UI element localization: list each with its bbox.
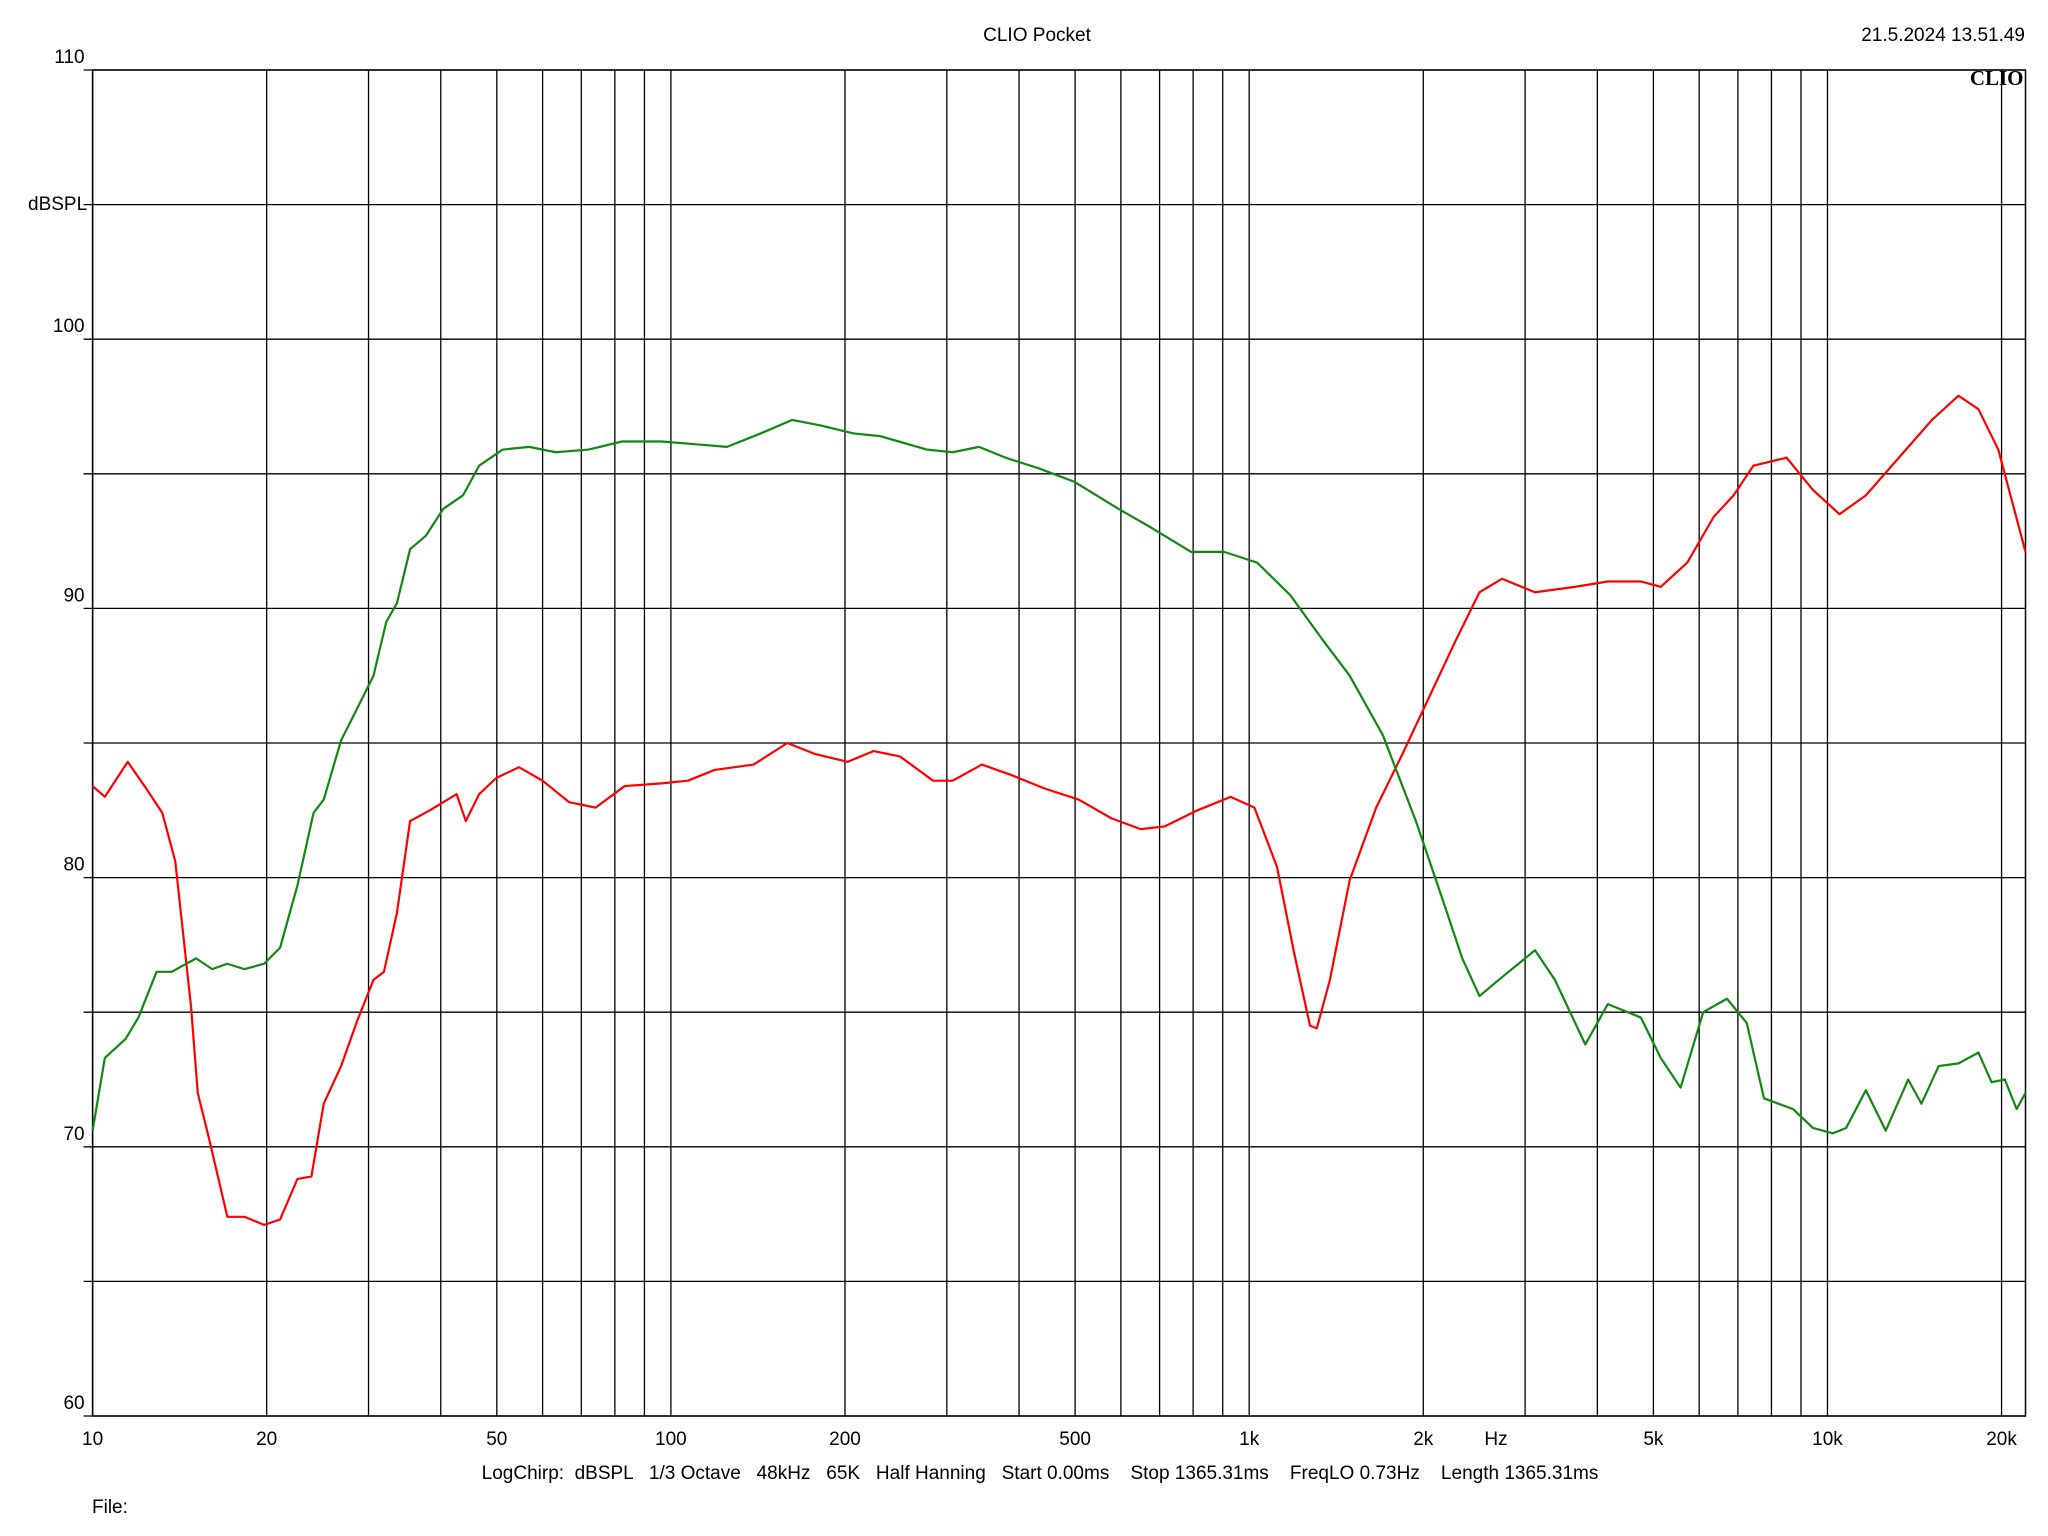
x-tick-label: 20 (256, 1429, 277, 1450)
y-tick-label: 60 (63, 1393, 84, 1414)
x-tick-label: 100 (655, 1429, 687, 1450)
x-tick-label: 500 (1059, 1429, 1091, 1450)
y-tick-label: 90 (63, 585, 84, 606)
chart-title: CLIO Pocket (983, 25, 1091, 46)
x-unit-label: Hz (1484, 1429, 1507, 1450)
series-line (91, 394, 2027, 1226)
x-tick-label: 1k (1239, 1429, 1260, 1450)
y-tick-label: 80 (63, 855, 84, 876)
plot-frame (91, 69, 2027, 1417)
y-tick-label: 110 (54, 47, 84, 68)
y-tick-label: 70 (63, 1124, 84, 1145)
x-tick-label: 200 (829, 1429, 861, 1450)
file-label: File: (92, 1497, 128, 1518)
y-tick-label: 100 (53, 316, 85, 337)
logo: CLIO (1970, 66, 2024, 90)
x-tick-label: 10k (1812, 1429, 1843, 1450)
x-tick-label: 2k (1413, 1429, 1434, 1450)
timestamp: 21.5.2024 13.51.49 (1861, 25, 2025, 46)
y-axis-label: dBSPL (28, 194, 87, 215)
x-tick-label: 20k (1986, 1429, 2017, 1450)
x-tick-label: 10 (82, 1429, 103, 1450)
settings-text: LogChirp: dBSPL 1/3 Octave 48kHz 65K Hal… (482, 1463, 1599, 1484)
x-tick-label: 5k (1643, 1429, 1664, 1450)
x-tick-label: 50 (486, 1429, 507, 1450)
series-line (91, 418, 2027, 1135)
